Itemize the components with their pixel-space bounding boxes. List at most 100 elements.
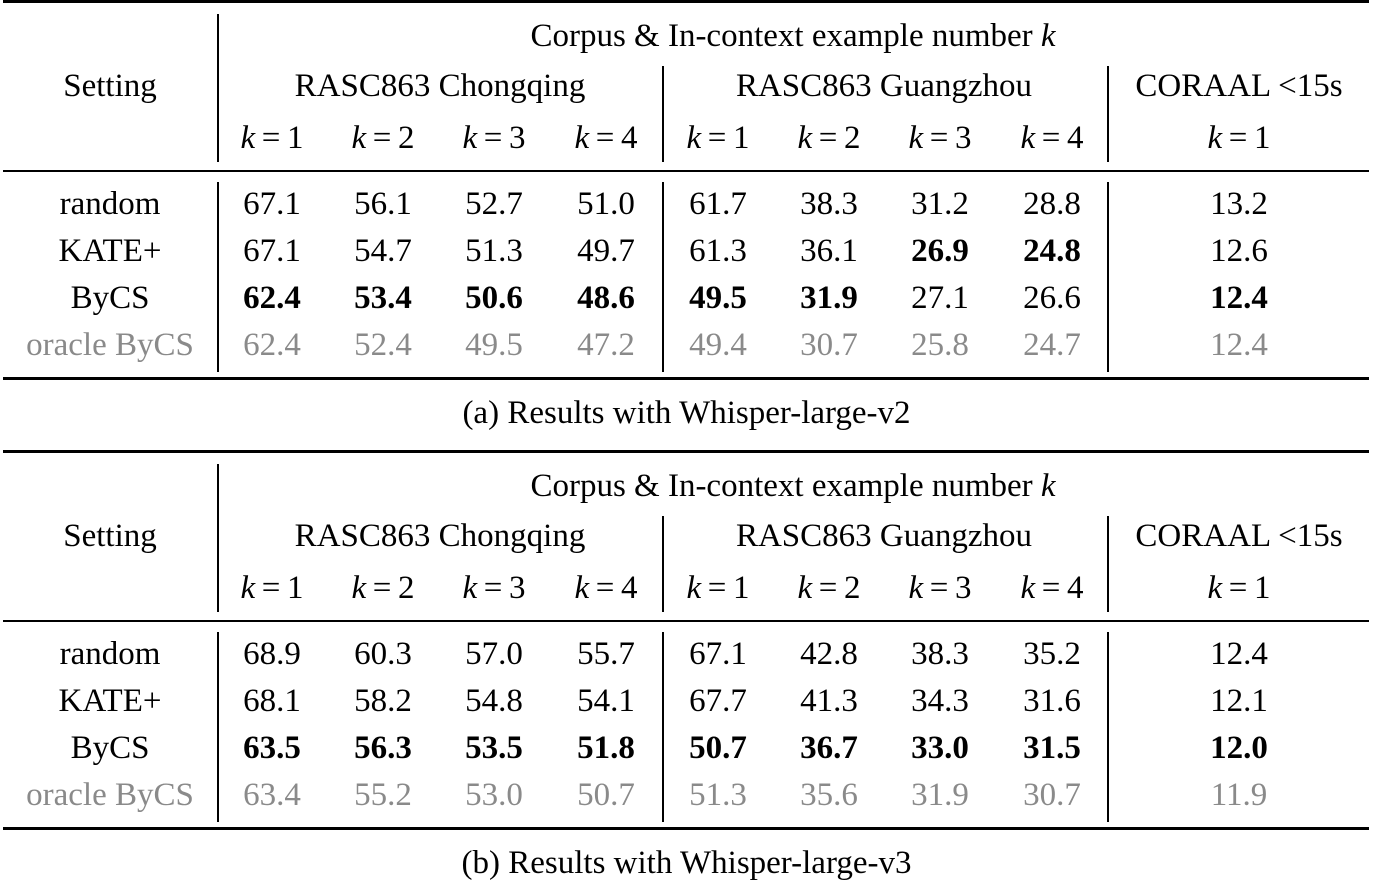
corpus-header: RASC863 Chongqing xyxy=(294,518,586,554)
table-cell: 63.5 xyxy=(243,730,301,766)
corpus-header: RASC863 Guangzhou xyxy=(735,68,1033,104)
table-caption: (a) Results with Whisper-large-v2 xyxy=(462,395,911,431)
bottom-rule xyxy=(3,377,1369,380)
k-label: k = 1 xyxy=(686,570,750,606)
column-divider xyxy=(1107,66,1109,162)
top-rule xyxy=(3,450,1369,453)
table-cell: 54.1 xyxy=(577,683,635,719)
corpus-header: RASC863 Chongqing xyxy=(294,68,586,104)
k-label: k = 4 xyxy=(574,120,638,156)
table-cell: 67.1 xyxy=(243,233,301,269)
column-divider xyxy=(1107,632,1109,822)
table-cell: 58.2 xyxy=(354,683,412,719)
k-label: k = 4 xyxy=(1020,120,1084,156)
k-label: k = 1 xyxy=(240,120,304,156)
table-cell: 55.2 xyxy=(354,777,412,813)
table-cell: 11.9 xyxy=(1210,777,1268,813)
k-label: k = 2 xyxy=(797,570,861,606)
table-cell: 67.7 xyxy=(689,683,747,719)
k-label: k = 2 xyxy=(351,570,415,606)
table-cell: 50.6 xyxy=(465,280,523,316)
table-cell: 57.0 xyxy=(465,636,523,672)
row-setting: ByCS xyxy=(70,280,150,316)
table-cell: 56.1 xyxy=(354,186,412,222)
table-cell: 42.8 xyxy=(800,636,858,672)
table-cell: 47.2 xyxy=(577,327,635,363)
table-cell: 53.0 xyxy=(465,777,523,813)
table-cell: 31.5 xyxy=(1023,730,1081,766)
corpus-header: RASC863 Guangzhou xyxy=(735,518,1033,554)
table-cell: 50.7 xyxy=(689,730,747,766)
table-cell: 12.1 xyxy=(1210,683,1268,719)
column-divider xyxy=(662,516,664,612)
row-setting: oracle ByCS xyxy=(26,327,194,363)
table-cell: 12.4 xyxy=(1210,280,1268,316)
table-cell: 50.7 xyxy=(577,777,635,813)
table-cell: 41.3 xyxy=(800,683,858,719)
table-cell: 49.5 xyxy=(689,280,747,316)
k-label: k = 4 xyxy=(574,570,638,606)
table-cell: 68.1 xyxy=(243,683,301,719)
table-cell: 27.1 xyxy=(911,280,969,316)
table-cell: 38.3 xyxy=(911,636,969,672)
mid-rule xyxy=(3,620,1369,622)
k-label: k = 4 xyxy=(1020,570,1084,606)
column-divider xyxy=(662,182,664,372)
column-divider xyxy=(1107,516,1109,612)
table-cell: 31.6 xyxy=(1023,683,1081,719)
corpus-header: CORAAL <15s xyxy=(1135,518,1343,554)
table-cell: 51.8 xyxy=(577,730,635,766)
k-label: k = 3 xyxy=(462,120,526,156)
corpus-header: CORAAL <15s xyxy=(1135,68,1343,104)
table-cell: 26.9 xyxy=(911,233,969,269)
column-divider xyxy=(662,66,664,162)
results-table-b: Corpus & In-context example number k Sett… xyxy=(0,450,1373,886)
table-cell: 67.1 xyxy=(243,186,301,222)
table-cell: 52.4 xyxy=(354,327,412,363)
row-setting: KATE+ xyxy=(58,233,162,269)
table-cell: 34.3 xyxy=(911,683,969,719)
column-divider xyxy=(1107,182,1109,372)
column-divider xyxy=(217,464,219,612)
table-cell: 26.6 xyxy=(1023,280,1081,316)
table-cell: 62.4 xyxy=(243,280,301,316)
table-cell: 51.3 xyxy=(465,233,523,269)
k-label: k = 1 xyxy=(240,570,304,606)
table-cell: 54.7 xyxy=(354,233,412,269)
table-cell: 60.3 xyxy=(354,636,412,672)
table-cell: 12.6 xyxy=(1210,233,1268,269)
k-label: k = 1 xyxy=(1207,570,1271,606)
row-setting: ByCS xyxy=(70,730,150,766)
table-cell: 38.3 xyxy=(800,186,858,222)
table-cell: 61.7 xyxy=(689,186,747,222)
table-cell: 35.2 xyxy=(1023,636,1081,672)
column-divider xyxy=(217,632,219,822)
table-caption: (b) Results with Whisper-large-v3 xyxy=(461,845,912,881)
table-cell: 28.8 xyxy=(1023,186,1081,222)
setting-header: Setting xyxy=(63,68,157,104)
row-setting: oracle ByCS xyxy=(26,777,194,813)
table-cell: 53.4 xyxy=(354,280,412,316)
row-setting: KATE+ xyxy=(58,683,162,719)
table-cell: 36.1 xyxy=(800,233,858,269)
table-cell: 31.9 xyxy=(800,280,858,316)
k-label: k = 3 xyxy=(908,120,972,156)
table-cell: 54.8 xyxy=(465,683,523,719)
table-cell: 51.0 xyxy=(577,186,635,222)
results-table-a: Corpus & In-context example number k Sett… xyxy=(3,0,1369,431)
table-cell: 25.8 xyxy=(911,327,969,363)
k-label: k = 2 xyxy=(797,120,861,156)
table-cell: 12.0 xyxy=(1210,730,1268,766)
mid-rule xyxy=(3,170,1369,172)
row-setting: random xyxy=(59,186,161,222)
table-cell: 12.4 xyxy=(1210,636,1268,672)
table-cell: 35.6 xyxy=(800,777,858,813)
table-cell: 62.4 xyxy=(243,327,301,363)
table-cell: 49.7 xyxy=(577,233,635,269)
table-cell: 30.7 xyxy=(800,327,858,363)
table-cell: 24.8 xyxy=(1023,233,1081,269)
setting-header: Setting xyxy=(63,518,157,554)
table-cell: 24.7 xyxy=(1023,327,1081,363)
table-cell: 55.7 xyxy=(577,636,635,672)
